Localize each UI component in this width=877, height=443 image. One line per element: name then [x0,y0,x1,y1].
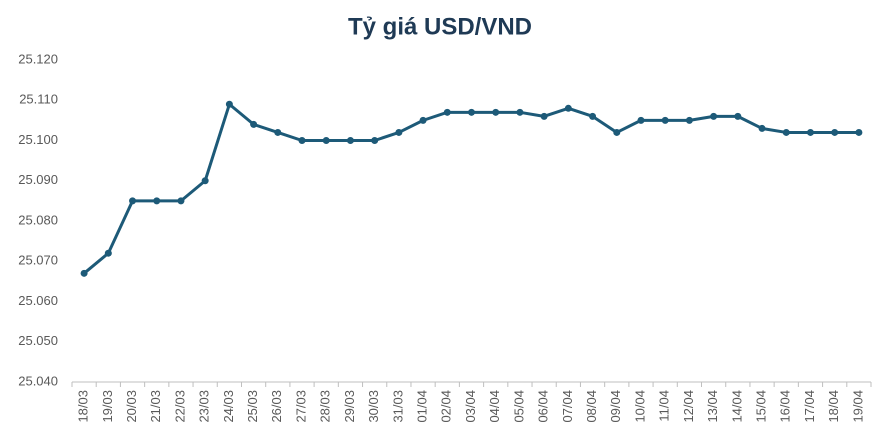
point [201,177,209,185]
point [540,112,548,120]
x-tick-label: 04/04 [487,390,502,423]
y-tick-label: 25.070 [18,253,58,268]
x-tick-label: 23/03 [197,390,212,423]
x-tick-label: 01/04 [415,390,430,423]
point [734,112,742,120]
point [710,112,718,120]
point [758,124,766,132]
point [371,137,379,144]
y-tick-label: 25.100 [18,132,58,147]
point [153,197,161,205]
point [468,108,475,116]
x-tick-label: 10/04 [632,390,647,423]
y-tick-label: 25.060 [18,293,58,308]
x-tick-label: 16/04 [778,390,793,423]
y-tick-label: 25.040 [18,373,58,388]
y-tick-label: 25.050 [18,333,58,348]
x-tick-label: 06/04 [536,390,551,423]
point [129,197,137,205]
y-tick-label: 25.110 [19,92,58,107]
x-tick-label: 08/04 [584,390,599,423]
x-tick-label: 25/03 [245,390,260,423]
x-tick-label: 13/04 [705,390,720,423]
x-tick-label: 29/03 [342,390,357,423]
point [637,116,645,124]
point [419,116,427,124]
x-tick-label: 15/04 [753,390,768,423]
x-tick-label: 22/03 [172,390,187,423]
point [80,269,88,277]
x-tick-label: 19/04 [850,390,865,423]
point [225,100,233,108]
x-tick-label: 03/04 [463,390,478,423]
point [346,137,354,144]
y-tick-label: 25.120 [18,51,58,66]
chart-title: Tỷ giá USD/VND [348,13,532,40]
point [782,128,790,136]
point [855,128,863,136]
point [274,128,282,136]
point [298,137,306,144]
x-tick-label: 27/03 [293,390,308,423]
point [806,128,814,136]
x-tick-label: 17/04 [802,390,817,423]
x-tick-label: 07/04 [560,390,575,423]
x-tick-label: 24/03 [221,390,236,423]
x-tick-label: 30/03 [366,390,381,423]
x-tick-label: 19/03 [100,390,115,423]
x-tick-label: 14/04 [729,390,744,423]
point [564,104,572,112]
x-tick-label: 18/03 [76,390,91,423]
point [661,116,669,124]
point [492,108,500,116]
x-tick-label: 09/04 [608,390,623,423]
line [83,102,859,275]
x-tick-label: 11/04 [657,390,672,422]
x-tick-label: 21/03 [148,390,163,423]
point [443,108,451,116]
x-tick-label: 31/03 [390,390,405,423]
x-tick-label: 05/04 [511,390,526,423]
x-tick-label: 28/03 [318,390,333,423]
y-tick-label: 25.080 [18,212,58,227]
point [395,128,403,136]
y-tick-label: 25.090 [18,172,58,187]
x-tick-label: 02/04 [439,390,454,423]
point [613,128,621,136]
x-tick-label: 20/03 [124,390,139,423]
point [685,116,693,124]
x-tick-label: 26/03 [269,390,284,423]
point [322,137,330,144]
point [104,249,112,257]
x-tick-label: 12/04 [681,390,696,423]
point [177,197,185,205]
x-tick-label: 18/04 [826,390,841,423]
point [250,120,258,128]
point [831,128,839,136]
point [516,108,524,116]
point [589,112,597,120]
